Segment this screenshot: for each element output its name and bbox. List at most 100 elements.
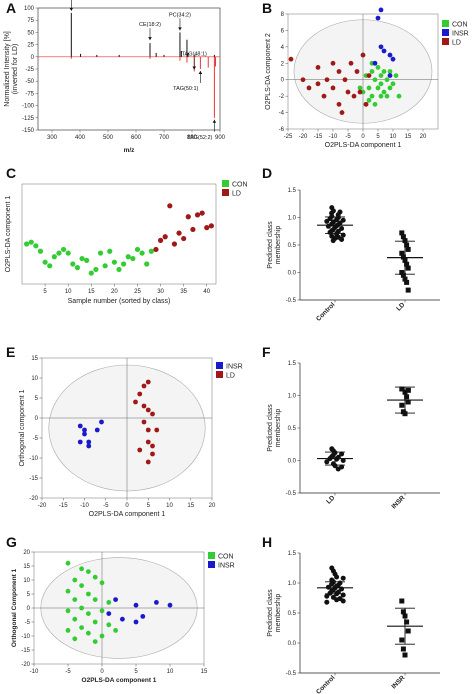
- annotation-label: TAG(50:1): [173, 86, 198, 92]
- annotation-arrowhead: [212, 119, 217, 123]
- data-point-circle: [324, 593, 330, 599]
- data-point-ld: [321, 93, 327, 99]
- data-point-con: [378, 93, 384, 99]
- data-point-square: [399, 386, 405, 392]
- annotation-label: CE(18:2): [139, 22, 161, 28]
- y-tick-label-b: -4: [279, 111, 285, 117]
- legend-swatch-g-insr: [208, 561, 215, 568]
- y-tick-label-f: 0.0: [288, 459, 297, 465]
- x-tick-label-g: 5: [134, 669, 138, 675]
- chart-e-score-plot: -20 -15 -10 -5 0 5 10 15 20 -20 -15 -10 -5 0 5 10 15 O2PL…: [19, 356, 243, 518]
- legend-label-b-insr: INSR: [452, 31, 469, 38]
- data-point-ld: [141, 403, 147, 409]
- data-point-con: [106, 600, 112, 605]
- annotation-arrowhead: [192, 66, 197, 70]
- data-point-con: [387, 85, 393, 91]
- y-tick-label-a: 50: [27, 30, 34, 36]
- data-point-con: [72, 616, 78, 622]
- panel-letter-g: G: [6, 534, 17, 550]
- x-tick-label-g: -10: [30, 669, 39, 675]
- y-tick-label-d: 1.5: [288, 188, 297, 194]
- data-point-ld: [348, 60, 354, 66]
- data-point-con: [366, 85, 372, 91]
- data-point-insr: [113, 597, 118, 602]
- data-point-circle: [324, 218, 330, 224]
- y-tick-label-f: 1.0: [288, 394, 297, 400]
- data-point-square: [400, 609, 406, 615]
- y-tick-label-e: -20: [29, 496, 38, 502]
- legend-label-c-con: CON: [232, 182, 248, 189]
- data-point-con: [24, 241, 30, 247]
- data-point-con: [125, 254, 131, 260]
- data-point-square: [399, 270, 405, 275]
- data-point-ld: [357, 89, 363, 95]
- chart-a-mass-spectrum: CholesterolCE(18:2)PC(34:2)TAG(48:1)TAG(…: [4, 0, 226, 154]
- data-point-square: [404, 619, 410, 625]
- data-point-insr: [86, 439, 92, 445]
- data-point-con: [51, 254, 57, 260]
- y-tick-label-h: -0.5: [286, 671, 297, 677]
- data-point-ld: [360, 52, 366, 58]
- x-tick-label-e: 10: [166, 503, 173, 509]
- panel-letter-b: B: [262, 0, 272, 16]
- data-point-con: [106, 622, 112, 628]
- data-point-square: [399, 402, 405, 408]
- data-point-con: [74, 265, 81, 271]
- data-point-ld: [145, 379, 151, 385]
- data-point-con: [372, 101, 378, 107]
- data-point-ld: [181, 235, 187, 242]
- category-label-h: INSR: [390, 674, 406, 690]
- data-point-square: [402, 238, 408, 244]
- data-point-ld: [153, 246, 159, 253]
- data-point-con: [79, 583, 84, 588]
- data-point-ld: [336, 101, 342, 107]
- y-axis-label-g: Orthogonal Component 1: [11, 568, 18, 647]
- data-point-insr: [86, 443, 92, 449]
- legend-label-g-con: CON: [218, 554, 234, 561]
- data-point-circle: [324, 599, 330, 605]
- y-tick-label-h: 1.5: [288, 551, 297, 557]
- data-point-con: [111, 259, 117, 265]
- data-point-con: [92, 574, 98, 580]
- data-point-square: [402, 411, 408, 417]
- data-point-con: [37, 248, 44, 254]
- data-point-insr: [82, 427, 87, 433]
- data-point-ld: [145, 407, 151, 413]
- data-point-ld: [315, 64, 321, 70]
- data-point-insr: [387, 52, 393, 58]
- legend-label-e-insr: INSR: [226, 364, 243, 371]
- y-tick-label-e: -5: [33, 436, 39, 442]
- data-point-con: [84, 257, 90, 263]
- data-point-con: [97, 250, 104, 256]
- data-point-square: [405, 246, 411, 252]
- x-tick-label-a: 300: [47, 135, 58, 141]
- data-point-con: [121, 261, 127, 267]
- x-tick-label-e: -20: [38, 503, 47, 509]
- data-point-ld: [157, 237, 164, 243]
- x-tick-label-a: 900: [215, 135, 226, 141]
- data-point-ld: [315, 81, 321, 87]
- x-tick-label-b: -15: [314, 134, 323, 140]
- chart-d-class-membership: -0.5 0.0 0.5 1.0 1.5 Control LD Predicted class…: [267, 188, 440, 323]
- x-tick-label-c: 5: [43, 289, 47, 295]
- y-tick-label-a: -100: [22, 104, 35, 110]
- y-tick-label-g: -20: [21, 662, 30, 668]
- annotation-arrowhead: [178, 27, 182, 31]
- y-tick-label-h: 0.5: [288, 611, 297, 617]
- data-point-con: [99, 633, 105, 639]
- data-point-con: [47, 263, 53, 269]
- data-point-ld: [330, 85, 336, 91]
- data-point-circle: [340, 598, 346, 604]
- x-tick-label-e: -5: [103, 503, 109, 509]
- data-point-con: [390, 81, 396, 87]
- plot-frame-a: [37, 7, 221, 131]
- data-point-ld: [366, 73, 372, 79]
- y-tick-label-a: -150: [22, 128, 35, 134]
- y-tick-label-g: 0: [27, 606, 31, 612]
- data-point-con: [372, 77, 378, 83]
- y-tick-label-a: -25: [25, 67, 34, 73]
- annotation-label: TAG(52:2): [187, 135, 212, 141]
- category-label-h: Control: [315, 674, 336, 694]
- data-point-circle: [334, 597, 340, 603]
- data-point-square: [405, 287, 411, 293]
